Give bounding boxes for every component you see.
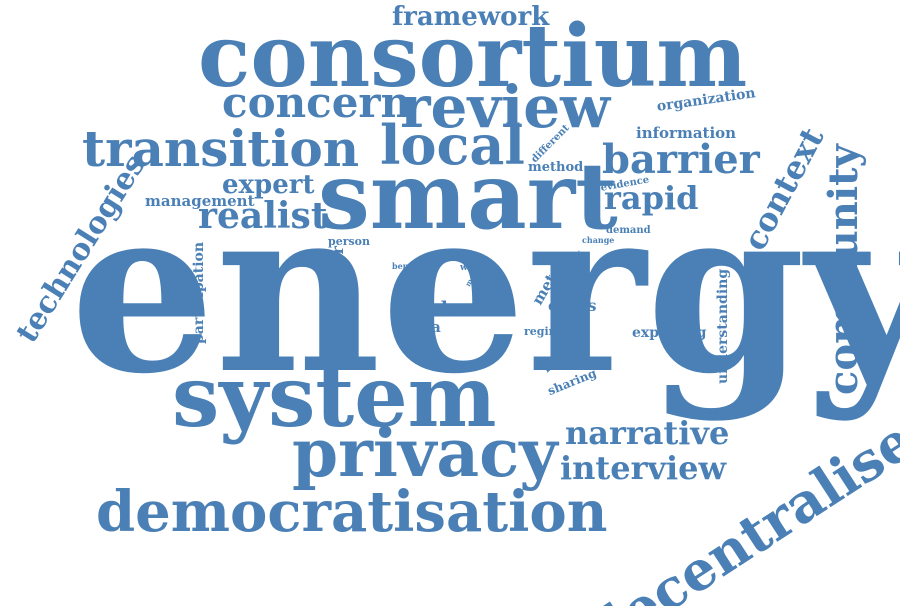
word-information: information xyxy=(636,124,737,142)
word-cities: cities xyxy=(548,296,597,315)
word-participation: participation xyxy=(191,241,207,344)
word-interview: interview xyxy=(560,449,727,487)
word-local: local xyxy=(380,113,525,177)
word-work: work xyxy=(460,263,485,273)
word-framework: framework xyxy=(392,2,550,32)
word-sles: sles xyxy=(430,298,471,320)
word-demand: demand xyxy=(606,225,651,236)
word-customer: customer xyxy=(328,246,347,330)
word-regime: regime xyxy=(524,325,568,338)
word-privacy: privacy xyxy=(292,414,558,492)
word-system: system xyxy=(172,347,497,446)
word-energy: energy xyxy=(70,156,900,424)
word-actor: actor xyxy=(450,253,468,260)
word-realist: realist xyxy=(198,195,328,237)
word-person: person xyxy=(328,235,371,248)
word-barrier: barrier xyxy=(602,136,760,183)
word-change: change xyxy=(582,235,615,245)
word-review: review xyxy=(400,73,611,141)
word-management: management xyxy=(145,192,255,210)
word-understanding: understanding xyxy=(715,268,731,384)
word-narrative: narrative xyxy=(565,414,730,452)
word-community: community xyxy=(820,144,867,395)
word-smart: smart xyxy=(318,142,618,250)
word-democratisation: democratisation xyxy=(96,479,608,545)
word-consortium: consortium xyxy=(198,6,748,107)
word-concern: concern xyxy=(222,78,412,127)
word-transition: transition xyxy=(82,119,360,178)
word-benefit: benefit xyxy=(392,261,424,271)
word-expert: expert xyxy=(222,170,315,200)
word-rapid: rapid xyxy=(604,179,699,217)
word-data: data xyxy=(404,318,441,336)
word-exploring: exploring xyxy=(632,325,707,341)
word-method: method xyxy=(528,160,584,175)
